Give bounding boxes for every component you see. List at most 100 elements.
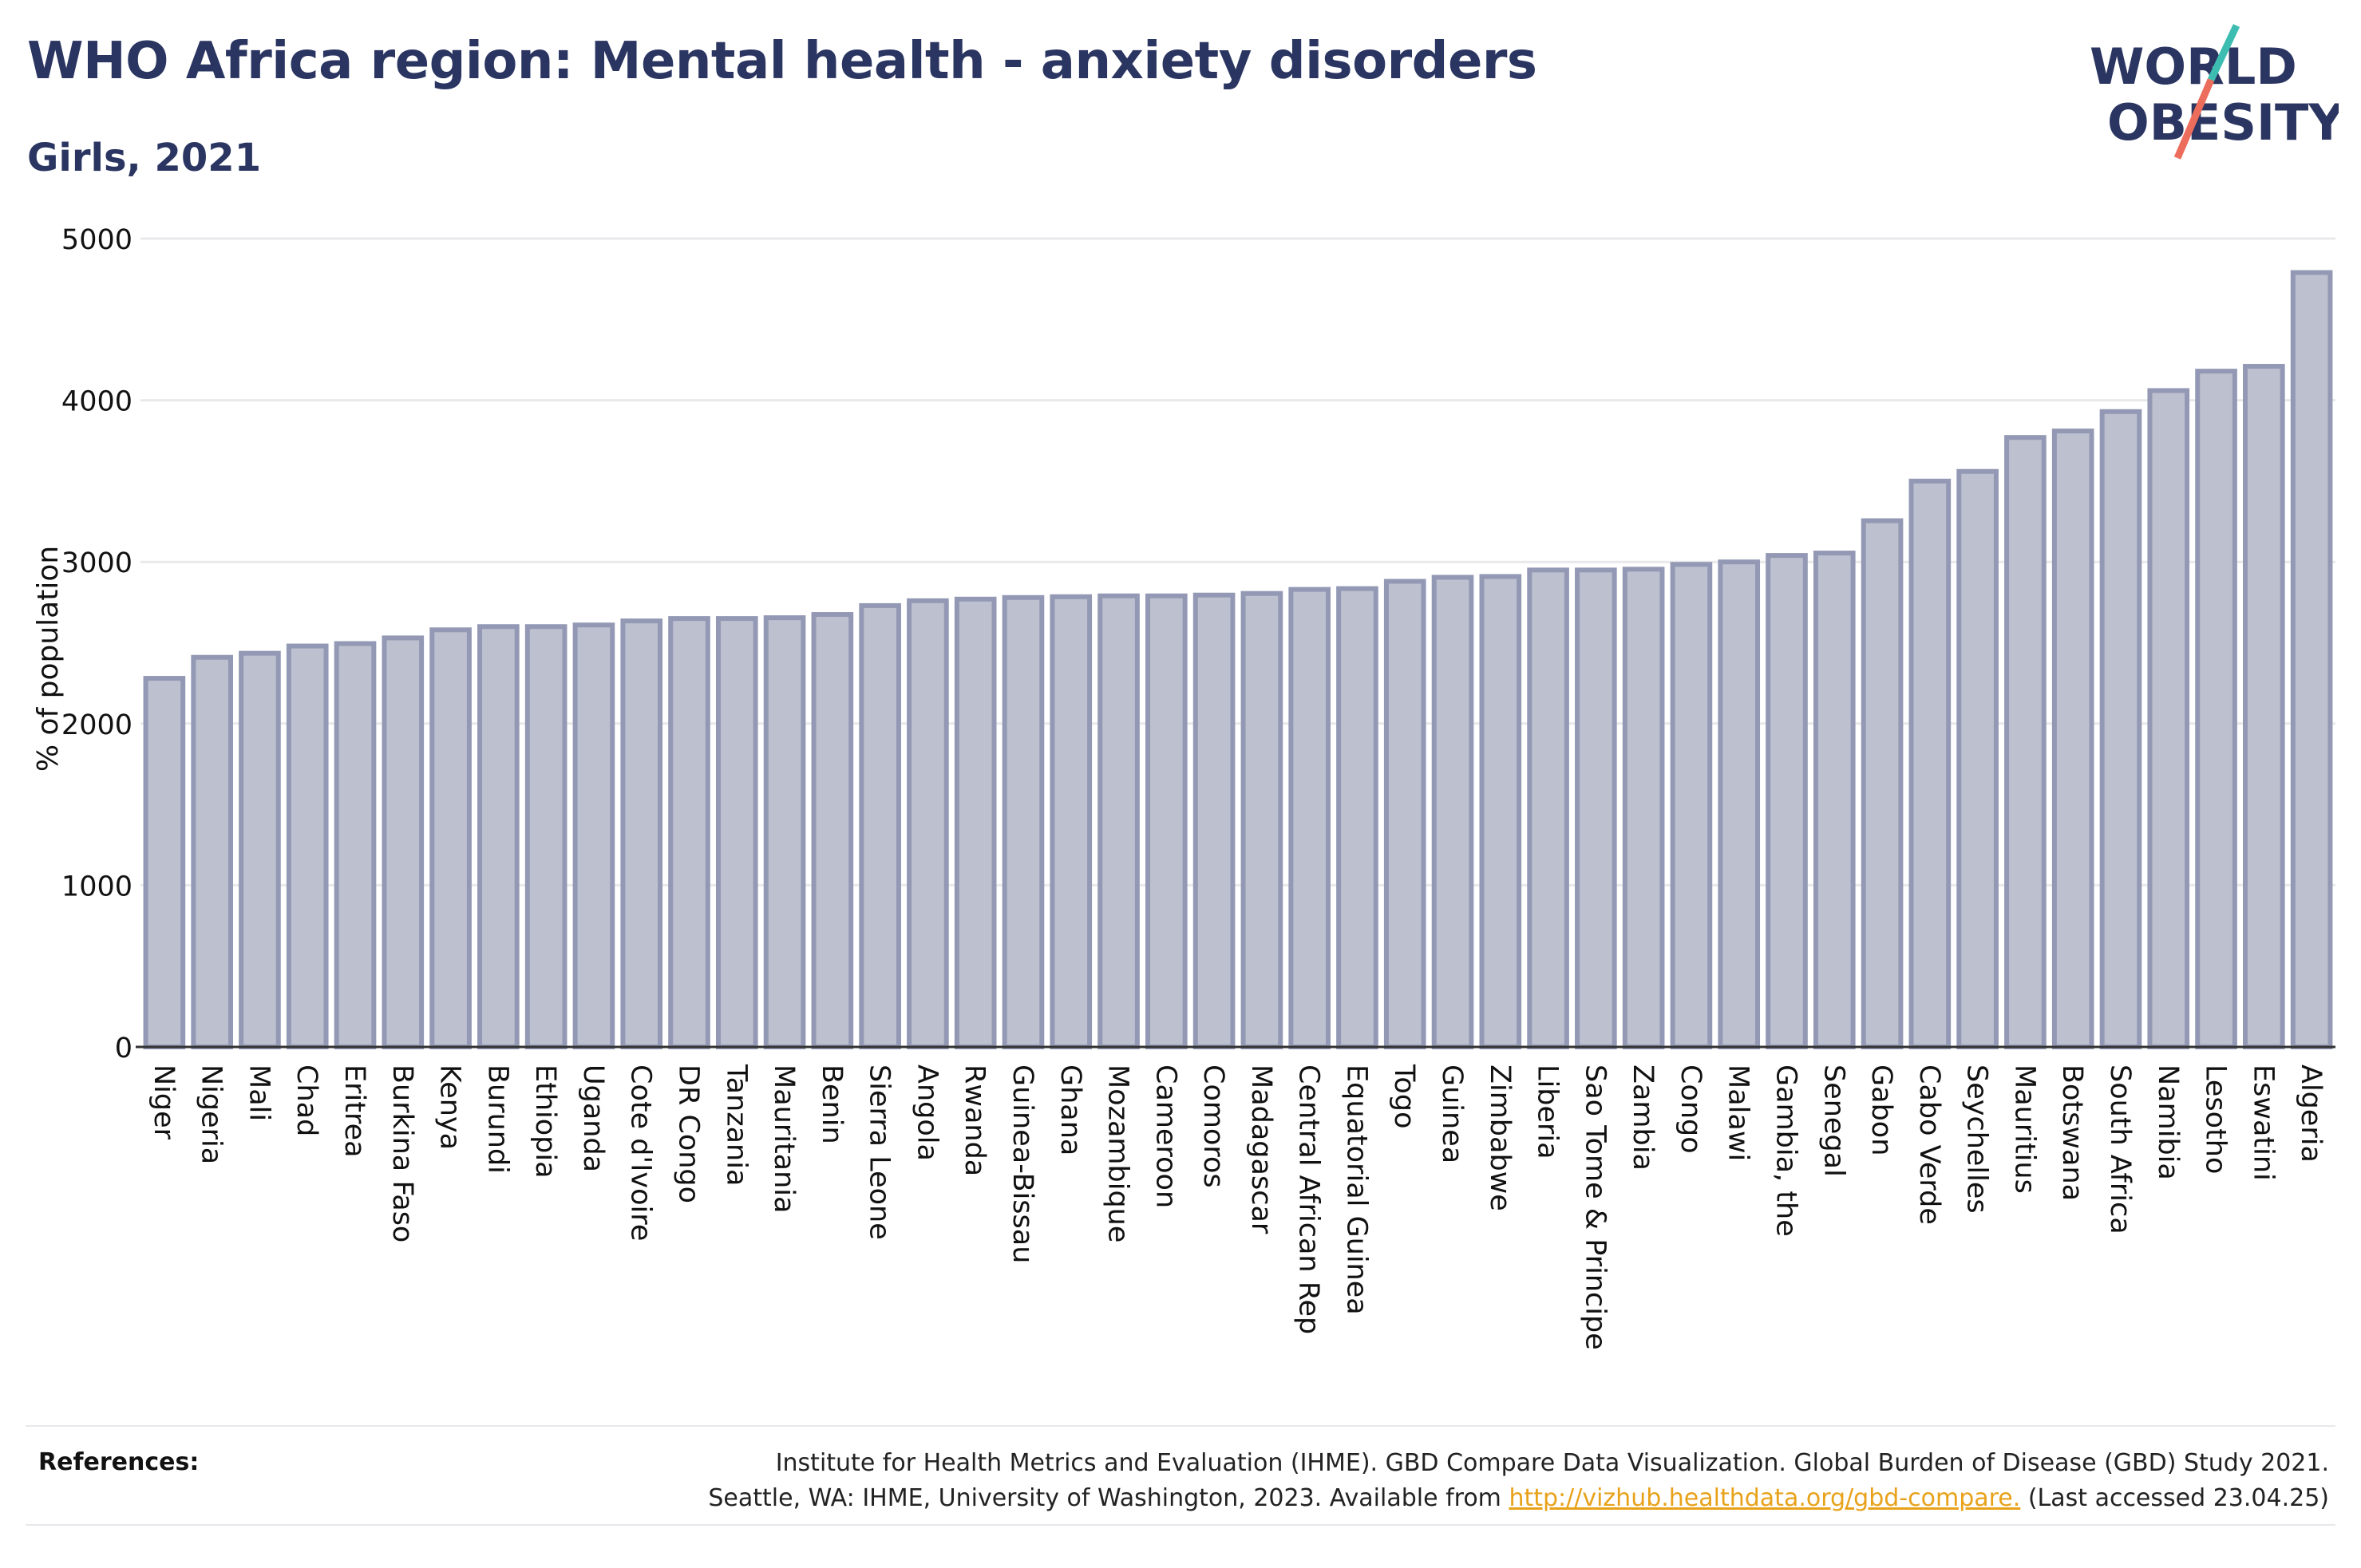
x-tick-label: Botswana <box>2056 1064 2088 1201</box>
bar <box>2051 429 2094 1049</box>
bar <box>859 602 901 1049</box>
bar <box>1240 590 1283 1049</box>
bar <box>954 596 997 1049</box>
x-tick-label: Congo <box>1675 1064 1706 1154</box>
bar <box>382 635 425 1049</box>
references-label: References: <box>38 1448 200 1476</box>
x-tick-label: Mauritius <box>2008 1064 2040 1194</box>
x-axis-labels: Niger Nigeria Mali Chad Eritrea Burkina Faso K… <box>148 1064 2327 1350</box>
bar <box>1622 567 1665 1049</box>
bar <box>477 624 520 1049</box>
x-tick-label: Eritrea <box>338 1064 370 1158</box>
x-tick-label: Guinea <box>1436 1064 1468 1163</box>
bar <box>524 624 568 1049</box>
x-tick-label: Nigeria <box>196 1064 227 1164</box>
bar <box>2195 369 2237 1049</box>
x-tick-label: Algeria <box>2295 1064 2327 1163</box>
x-tick-label: Niger <box>148 1064 180 1140</box>
x-tick-label: Cameroon <box>1149 1064 1181 1208</box>
y-tick-label: 5000 <box>61 224 132 256</box>
reference-line-1: Institute for Health Metrics and Evaluat… <box>775 1449 2329 1477</box>
bar <box>907 598 949 1049</box>
y-axis-label: % of population <box>32 546 65 772</box>
references-top-divider <box>26 1425 2335 1427</box>
bar <box>2099 409 2142 1049</box>
x-tick-label: Seychelles <box>1961 1064 1993 1214</box>
x-tick-label: Uganda <box>577 1064 609 1172</box>
y-axis-ticks: 0 1000 2000 3000 4000 5000 <box>61 224 132 1064</box>
x-tick-label: Namibia <box>2152 1064 2184 1180</box>
x-tick-label: Liberia <box>1532 1064 1564 1159</box>
y-tick-label: 1000 <box>61 871 132 902</box>
x-tick-label: Chad <box>291 1064 322 1136</box>
x-tick-label: Mali <box>243 1064 275 1121</box>
chart-subtitle: Girls, 2021 <box>27 136 262 180</box>
reference-line-2-prefix: Seattle, WA: IHME, University of Washing… <box>708 1484 1509 1512</box>
bar <box>1575 567 1617 1049</box>
x-tick-label: Togo <box>1388 1064 1420 1128</box>
x-tick-label: Sao Tome & Principe <box>1579 1064 1611 1350</box>
world-obesity-logo: WORLD OBESITY <box>2090 24 2339 160</box>
bar <box>1718 559 1761 1049</box>
reference-line-2-suffix: (Last accessed 23.04.25) <box>2020 1484 2329 1512</box>
logo-text-world: WORLD <box>2090 38 2297 96</box>
bar <box>620 618 663 1049</box>
x-tick-label: Malawi <box>1722 1064 1754 1161</box>
bar <box>715 616 758 1049</box>
x-tick-label: Angola <box>911 1064 943 1161</box>
bar <box>811 612 854 1049</box>
x-tick-label: Burkina Faso <box>386 1064 418 1242</box>
bar <box>668 616 710 1049</box>
bar <box>1479 574 1522 1049</box>
bar <box>1288 587 1331 1049</box>
bar <box>1383 579 1426 1049</box>
x-tick-label: Guinea-Bissau <box>1006 1064 1038 1263</box>
bar <box>1908 478 1952 1049</box>
x-tick-label: Senegal <box>1817 1064 1849 1177</box>
bar <box>1956 468 1999 1049</box>
reference-link[interactable]: http://vizhub.healthdata.org/gbd-compare… <box>1509 1484 2021 1512</box>
y-tick-label: 4000 <box>61 386 132 418</box>
references-text: Institute for Health Metrics and Evaluat… <box>708 1446 2329 1516</box>
bar <box>2147 388 2190 1050</box>
logo-slash-coral <box>2173 78 2215 160</box>
bar <box>1145 593 1188 1049</box>
bar-chart: 0 1000 2000 3000 4000 5000 Niger Nigeria Mali Ch… <box>32 224 2335 1350</box>
reference-line-2: Seattle, WA: IHME, University of Washing… <box>708 1481 2329 1516</box>
x-tick-label: Cabo Verde <box>1913 1064 1945 1225</box>
x-tick-label: Mauritania <box>768 1064 800 1213</box>
x-tick-label: South Africa <box>2104 1064 2136 1234</box>
bar <box>1431 575 1474 1049</box>
x-tick-label: Zimbabwe <box>1484 1064 1516 1211</box>
x-tick-label: Ghana <box>1054 1064 1086 1155</box>
x-tick-label: Zambia <box>1627 1064 1659 1171</box>
x-tick-label: Gambia, the <box>1770 1064 1802 1237</box>
bar <box>1813 551 1856 1049</box>
x-tick-label: Ethiopia <box>529 1064 561 1179</box>
x-tick-label: Burundi <box>481 1064 513 1174</box>
bar <box>429 627 472 1049</box>
x-tick-label: Kenya <box>434 1064 466 1150</box>
bar <box>1192 592 1236 1049</box>
logo-slash-teal <box>2207 24 2240 81</box>
bar <box>2243 364 2285 1049</box>
x-tick-label: Lesotho <box>2200 1064 2232 1174</box>
x-tick-label: Mozambique <box>1102 1064 1134 1242</box>
logo-text-obesity: OBESITY <box>2107 93 2339 152</box>
bar <box>191 654 233 1049</box>
bar <box>1050 594 1093 1049</box>
bar <box>334 641 377 1049</box>
x-tick-label: Benin <box>816 1064 848 1144</box>
x-tick-label: Tanzania <box>720 1064 752 1186</box>
x-tick-label: Central African Rep <box>1293 1064 1325 1334</box>
x-tick-label: Cote d'Ivoire <box>625 1064 657 1241</box>
x-tick-label: Eswatini <box>2247 1064 2279 1181</box>
x-tick-label: Gabon <box>1865 1064 1897 1155</box>
bar <box>1097 593 1140 1049</box>
x-tick-label: Equatorial Guinea <box>1340 1064 1372 1315</box>
bar <box>143 676 186 1050</box>
references-bottom-divider <box>26 1524 2335 1526</box>
bar <box>1766 553 1808 1049</box>
bar <box>2290 270 2333 1049</box>
bar <box>1861 518 1904 1049</box>
